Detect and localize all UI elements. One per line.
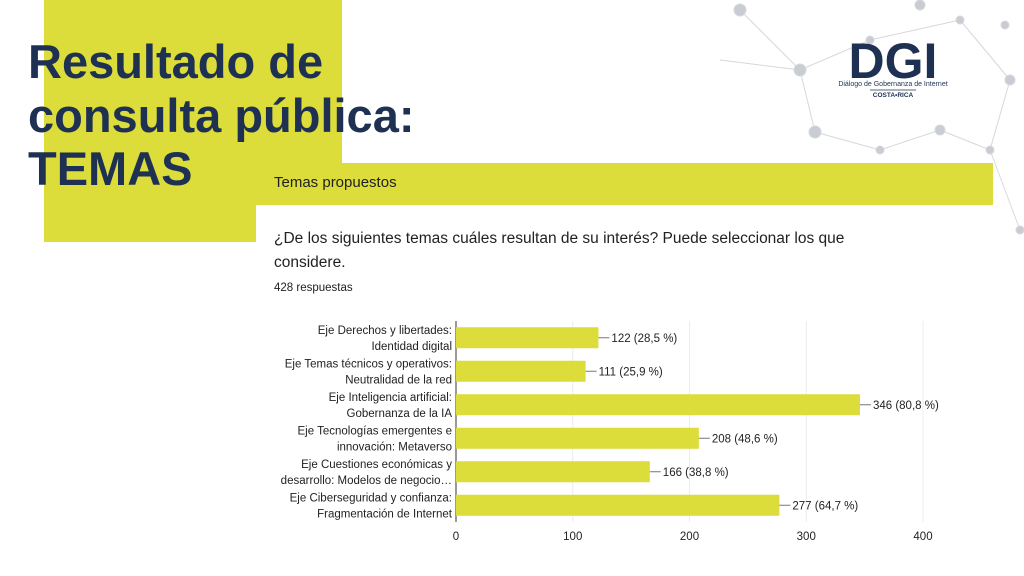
section-header [256, 163, 993, 205]
y-tick-label: Neutralidad de la red [345, 374, 452, 386]
chart: 0 100 200 300 400 Eje Derechos y libertades: I… [281, 321, 939, 543]
question: ¿De los siguientes temas cuáles resultan… [274, 230, 844, 247]
value-label: 277 (64,7 %) [792, 500, 858, 512]
value-label: 166 (38,8 %) [663, 467, 729, 479]
y-tick-label: Eje Tecnologías emergentes e [298, 425, 453, 437]
bar [456, 360, 586, 382]
bar [456, 494, 780, 516]
question: considere. [274, 254, 346, 271]
value-label: 208 (48,6 %) [712, 433, 778, 445]
network-decoration [719, 0, 1024, 235]
value-label: 346 (80,8 %) [873, 400, 939, 412]
bar [456, 461, 650, 483]
x-tick-label: 200 [680, 531, 699, 543]
logo-country: COSTA•RICA [873, 92, 914, 99]
y-tick-label: Identidad digital [371, 341, 452, 353]
y-tick-label: desarrollo: Modelos de negocio… [281, 475, 452, 487]
x-tick-label: 0 [453, 531, 459, 543]
value-label: 122 (28,5 %) [611, 333, 677, 345]
x-tick-label: 300 [797, 531, 816, 543]
section-title: Temas propuestos [274, 174, 397, 191]
bar [456, 394, 860, 416]
y-tick-label: Eje Inteligencia artificial: [329, 392, 452, 404]
form-card [256, 205, 1000, 576]
y-tick-label: Gobernanza de la IA [347, 408, 453, 420]
y-tick-label: Eje Derechos y libertades: [318, 325, 452, 337]
logo-tagline: Diálogo de Gobernanza de Internet [838, 81, 947, 88]
slide-title: consulta pública: [28, 89, 415, 142]
y-tick-label: innovación: Metaverso [337, 441, 452, 453]
y-tick-label: Eje Cuestiones económicas y [301, 459, 452, 471]
x-tick-label: 400 [913, 531, 932, 543]
y-tick-label: Fragmentación de Internet [317, 508, 453, 520]
logo: DGI [849, 33, 938, 89]
bar [456, 327, 599, 349]
slide-title: TEMAS [28, 142, 193, 195]
y-tick-label: Eje Ciberseguridad y confianza: [290, 492, 452, 504]
response-count: 428 respuestas [274, 282, 353, 294]
value-label: 111 (25,9 %) [599, 366, 663, 378]
slide-title: Resultado de [28, 35, 323, 88]
y-tick-label: Eje Temas técnicos y operativos: [285, 358, 452, 370]
bar [456, 427, 699, 449]
x-tick-label: 100 [563, 531, 582, 543]
